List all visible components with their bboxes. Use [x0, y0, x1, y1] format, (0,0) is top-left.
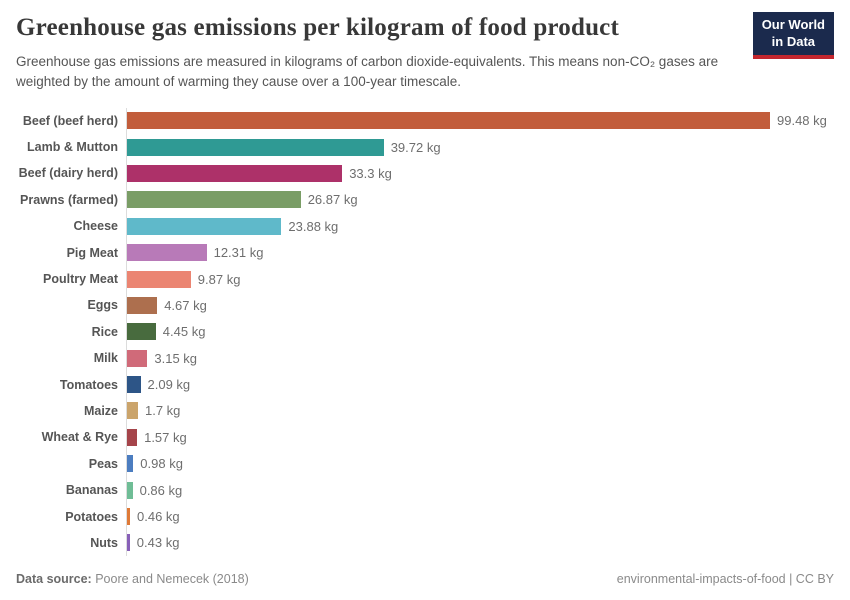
- value-label: 0.86 kg: [139, 482, 183, 498]
- bar[interactable]: [127, 164, 343, 182]
- category-label: Maize: [83, 403, 118, 418]
- bar-row: Peas 0.98 kg: [16, 450, 834, 477]
- bar[interactable]: [127, 138, 384, 156]
- bar[interactable]: [127, 349, 148, 367]
- category-label: Poultry Meat: [42, 272, 118, 287]
- bar-row: Nuts 0.43 kg: [16, 529, 834, 557]
- bar-row: Potatoes 0.46 kg: [16, 503, 834, 530]
- bar[interactable]: [127, 428, 138, 446]
- plot-area: 0.86 kg: [126, 476, 834, 504]
- category-label: Rice: [91, 324, 118, 339]
- category-label: Tomatoes: [59, 377, 118, 392]
- bar-row: Prawns (farmed) 26.87 kg: [16, 186, 834, 214]
- value-label: 4.67 kg: [164, 297, 207, 313]
- plot-area: 2.09 kg: [126, 371, 834, 398]
- value-label: 9.87 kg: [197, 271, 241, 287]
- category-label: Pig Meat: [66, 245, 118, 260]
- bar-row: Rice 4.45 kg: [16, 318, 834, 346]
- plot-area: 4.67 kg: [126, 292, 834, 319]
- bar[interactable]: [127, 217, 282, 235]
- bar[interactable]: [127, 270, 191, 288]
- bar[interactable]: [127, 481, 133, 499]
- value-label: 0.98 kg: [140, 456, 183, 472]
- bar-row: Beef (dairy herd) 33.3 kg: [16, 160, 834, 187]
- value-label: 0.46 kg: [137, 509, 180, 525]
- data-source-value[interactable]: Poore and Nemecek (2018): [95, 572, 249, 586]
- data-source-label: Data source:: [16, 572, 92, 586]
- plot-area: 12.31 kg: [126, 239, 834, 266]
- header-text: Greenhouse gas emissions per kilogram of…: [16, 10, 728, 93]
- plot-area: 1.57 kg: [126, 424, 834, 451]
- bar-row: Cheese 23.88 kg: [16, 213, 834, 240]
- category-label: Beef (dairy herd): [18, 166, 118, 181]
- bar[interactable]: [127, 455, 134, 473]
- plot-area: 33.3 kg: [126, 160, 834, 187]
- value-label: 1.7 kg: [145, 403, 181, 419]
- bar[interactable]: [127, 296, 158, 314]
- value-label: 33.3 kg: [349, 165, 392, 181]
- plot-area: 1.7 kg: [126, 397, 834, 425]
- bar[interactable]: [127, 323, 156, 341]
- value-label: 12.31 kg: [213, 245, 264, 261]
- category-label: Eggs: [87, 298, 118, 313]
- bar[interactable]: [127, 508, 130, 526]
- plot-area: 9.87 kg: [126, 265, 834, 293]
- category-label: Bananas: [65, 483, 118, 498]
- value-label: 1.57 kg: [144, 429, 187, 445]
- bar-row: Milk 3.15 kg: [16, 345, 834, 372]
- category-label: Wheat & Rye: [41, 430, 118, 445]
- owid-logo-line2: in Data: [771, 33, 816, 49]
- bar[interactable]: [127, 244, 207, 262]
- data-source: Data source: Poore and Nemecek (2018): [16, 572, 249, 586]
- value-label: 26.87 kg: [307, 192, 358, 208]
- category-label: Cheese: [73, 219, 118, 234]
- bar[interactable]: [127, 534, 130, 552]
- bar-row: Pig Meat 12.31 kg: [16, 239, 834, 266]
- bar-row: Wheat & Rye 1.57 kg: [16, 424, 834, 451]
- plot-area: 26.87 kg: [126, 186, 834, 214]
- bar[interactable]: [127, 112, 770, 130]
- category-label: Nuts: [90, 535, 118, 550]
- plot-area: 0.98 kg: [126, 450, 834, 477]
- category-label: Beef (beef herd): [22, 113, 118, 128]
- value-label: 39.72 kg: [390, 139, 441, 155]
- bar-row: Poultry Meat 9.87 kg: [16, 265, 834, 293]
- license-text[interactable]: environmental-impacts-of-food | CC BY: [616, 572, 834, 586]
- owid-logo[interactable]: Our World in Data: [752, 12, 834, 59]
- chart-footer: Data source: Poore and Nemecek (2018) en…: [16, 572, 834, 586]
- plot-area: 39.72 kg: [126, 133, 834, 161]
- plot-area: 4.45 kg: [126, 318, 834, 346]
- chart-subtitle: Greenhouse gas emissions are measured in…: [16, 54, 719, 90]
- owid-logo-line1: Our World: [761, 17, 825, 32]
- value-label: 23.88 kg: [288, 218, 339, 234]
- category-label: Lamb & Mutton: [27, 140, 118, 155]
- plot-area: 0.43 kg: [126, 529, 834, 557]
- value-label: 3.15 kg: [154, 350, 198, 366]
- bar-chart: Beef (beef herd) 99.48 kg Lamb & Mutton 39.…: [16, 107, 834, 557]
- bar-row: Bananas 0.86 kg: [16, 476, 834, 504]
- bar[interactable]: [127, 402, 138, 420]
- bar[interactable]: [127, 191, 301, 209]
- chart-title: Greenhouse gas emissions per kilogram of…: [16, 14, 619, 41]
- category-label: Potatoes: [65, 509, 118, 524]
- bar-row: Lamb & Mutton 39.72 kg: [16, 133, 834, 161]
- category-label: Milk: [93, 351, 118, 366]
- plot-area: 23.88 kg: [126, 213, 834, 240]
- plot-area: 99.48 kg: [126, 107, 834, 134]
- value-label: 4.45 kg: [162, 324, 206, 340]
- bar-row: Eggs 4.67 kg: [16, 292, 834, 319]
- bar-row: Tomatoes 2.09 kg: [16, 371, 834, 398]
- plot-area: 0.46 kg: [126, 503, 834, 530]
- category-label: Peas: [88, 456, 118, 471]
- category-label: Prawns (farmed): [20, 192, 118, 207]
- plot-area: 3.15 kg: [126, 345, 834, 372]
- bar-row: Maize 1.7 kg: [16, 397, 834, 425]
- chart-header: Greenhouse gas emissions per kilogram of…: [16, 10, 834, 93]
- value-label: 0.43 kg: [136, 535, 180, 551]
- bar-row: Beef (beef herd) 99.48 kg: [16, 107, 834, 134]
- bar[interactable]: [127, 376, 141, 394]
- value-label: 99.48 kg: [777, 113, 827, 129]
- value-label: 2.09 kg: [147, 377, 191, 393]
